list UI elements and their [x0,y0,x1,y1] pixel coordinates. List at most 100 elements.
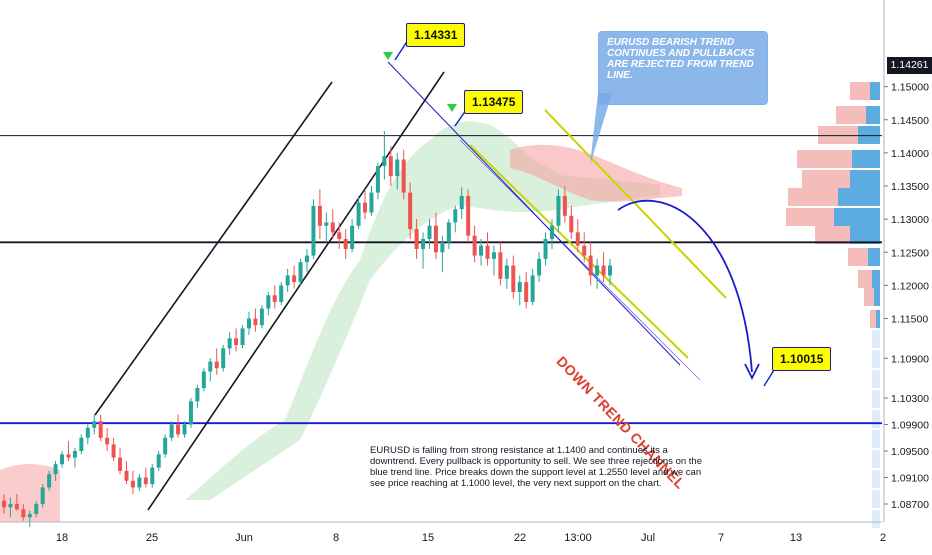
volume-profile-bar-faint [872,350,880,368]
candle-body [601,265,606,276]
candle-body [150,467,155,485]
volume-profile-bar-red [848,248,868,266]
candle-body [40,487,45,504]
price-tick-label: 1.14500 [891,115,929,127]
volume-profile-bar-faint [872,450,880,468]
candles [2,131,612,528]
callout-pointer-target [763,369,775,387]
candle-body [2,500,6,508]
candle-body [556,195,561,226]
candle-body [608,265,612,276]
volume-profile-bar-red [815,226,850,244]
analysis-text-note[interactable]: EURUSD is falling from strong resistance… [370,445,702,489]
volume-profile-bar-faint [872,430,880,448]
candle-body [440,242,445,253]
date-tick-label: Jul [641,532,655,544]
callout-second-high[interactable]: 1.13475 [464,90,524,114]
price-tick-label: 1.10300 [891,393,929,405]
volume-profile-bar-faint [872,510,880,528]
candle-body [214,361,219,369]
candle-body [111,444,116,458]
volume-profile-bar-faint [872,390,880,408]
candle-body [234,338,239,345]
candle-body [8,504,13,508]
price-tick-label: 1.12500 [891,247,929,259]
candle-body [79,437,84,451]
candle-body [388,156,393,177]
candle-body [401,159,406,193]
volume-profile-bar-blue [868,248,880,266]
candle-body [453,209,458,223]
candle-body [182,424,187,435]
price-tick-label: 1.14000 [891,148,929,160]
volume-profile-bar-red [850,82,870,100]
volume-profile-bar-red [870,310,876,328]
volume-profile-bar-faint [872,470,880,488]
up-channel-lower [147,71,445,511]
last-price-label: 1.14261 [887,57,932,74]
candle-body [498,252,503,279]
candle-body [66,454,71,458]
candle-body [72,451,77,458]
bearish-note-bubble[interactable]: EURUSD BEARISH TREND CONTINUES AND PULLB… [598,31,768,105]
callout-target[interactable]: 1.10015 [772,347,832,371]
candle-body [569,215,574,233]
candle-body [543,239,548,259]
candle-body [47,474,52,488]
candle-body [176,424,181,435]
candle-body [395,159,400,177]
candle-body [317,205,322,226]
date-tick-label: 8 [333,532,339,544]
candle-body [446,222,451,243]
candle-body [105,437,110,445]
candle-body [524,282,529,302]
volume-profile-bar-red [864,288,874,306]
callout-high[interactable]: 1.14331 [406,23,466,47]
candle-body [60,454,65,465]
volume-profile-bar-faint [872,370,880,388]
candle-body [530,275,535,302]
candle-body [208,361,213,372]
candle-body [414,229,419,249]
candle-body [356,202,361,226]
candle-body [575,232,580,246]
volume-profile-bar-red [818,126,858,144]
volume-profile-bar-blue [852,150,880,168]
candle-body [408,192,413,230]
blue-trendline-parallel [459,139,701,381]
price-tick-label: 1.15000 [891,82,929,94]
volume-profile-bar-faint [872,410,880,428]
candle-body [27,513,32,518]
candle-body [221,348,226,369]
candle-body [34,504,39,514]
volume-profile-bar-blue [850,226,880,244]
projection-arc [617,199,753,373]
volume-profile [786,82,880,528]
candle-body [375,166,380,193]
callout-pointer-high [394,39,409,61]
candle-body [188,401,193,425]
price-tick-label: 1.11500 [891,314,928,326]
candle-body [279,285,284,302]
candle-body [305,255,309,263]
volume-profile-bar-faint [872,330,880,348]
candle-body [491,252,496,259]
date-tick-label: 15 [422,532,434,544]
axes: 1.15000 1.14500 1.14000 1.13500 1.13000 1.125… [0,0,929,544]
price-tick-label: 1.13500 [891,181,929,193]
candle-body [124,470,129,481]
candle-body [253,318,258,326]
volume-profile-bar-red [858,270,872,288]
candle-body [382,156,387,167]
candle-body [549,225,554,239]
candle-body [562,195,567,216]
candle-body [227,338,232,349]
note-bubble-pointer [590,93,612,165]
candle-body [421,239,426,249]
candle-body [337,232,342,239]
candle-body [21,509,26,518]
volume-profile-bar-red [836,106,866,124]
candle-body [169,424,174,438]
